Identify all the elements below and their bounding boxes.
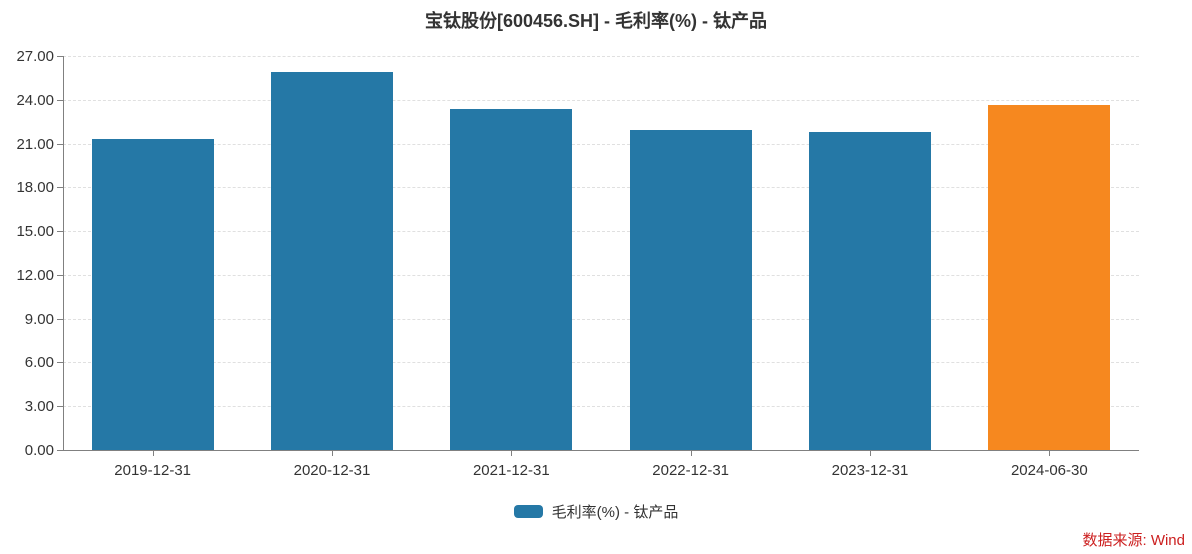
x-axis-label: 2022-12-31 [652, 462, 730, 479]
data-source-note: 数据来源: Wind [1082, 532, 1185, 549]
gridline [63, 99, 1139, 101]
gridline [63, 318, 1139, 320]
y-axis-label: 18.00 [16, 179, 54, 197]
y-axis-tick [57, 318, 63, 320]
x-axis-tick [511, 450, 513, 456]
x-axis-label: 2019-12-31 [114, 462, 192, 479]
y-axis-label: 15.00 [16, 223, 54, 241]
x-axis-label: 2020-12-31 [293, 462, 371, 479]
x-axis-tick [870, 450, 871, 456]
gridline [63, 56, 1139, 57]
y-axis-tick [57, 231, 63, 233]
x-axis-tick [152, 450, 154, 456]
bar-2024-06-30 [988, 104, 1111, 450]
y-axis-label: 24.00 [16, 91, 54, 109]
gridline [63, 187, 1139, 189]
y-axis-label: 21.00 [16, 135, 54, 153]
y-axis-label: 27.00 [16, 48, 54, 65]
bar-2023-12-31 [809, 131, 931, 450]
y-axis-label: 9.00 [24, 310, 54, 328]
x-axis-tick [1049, 450, 1051, 456]
x-axis-label: 2024-06-30 [1010, 462, 1088, 479]
bar-2021-12-31 [450, 108, 573, 450]
legend-label: 毛利率(%) - 钛产品 [551, 504, 679, 521]
gridline [63, 143, 1139, 145]
chart-title: 宝钛股份[600456.SH] - 毛利率(%) - 钛产品 [424, 11, 768, 31]
x-axis-tick [690, 450, 692, 456]
y-axis-label: 0.00 [24, 442, 54, 459]
bar-2019-12-31 [91, 139, 214, 450]
y-axis-tick [57, 56, 63, 57]
y-axis-label: 6.00 [24, 354, 54, 372]
legend: 毛利率(%) - 钛产品 [0, 501, 1192, 522]
gridline [63, 274, 1139, 276]
x-axis-line [57, 450, 1139, 451]
x-axis-label: 2023-12-31 [831, 462, 909, 479]
y-axis-label: 3.00 [24, 398, 54, 416]
gridline [63, 231, 1139, 233]
y-axis-tick [57, 406, 63, 408]
y-axis-tick [57, 187, 63, 189]
gridline [63, 406, 1139, 408]
x-axis-label: 2021-12-31 [472, 462, 550, 479]
y-axis-tick [57, 143, 63, 145]
y-axis-tick [57, 362, 63, 364]
y-axis-tick [57, 274, 63, 276]
legend-swatch [513, 505, 543, 518]
y-axis-tick [57, 99, 63, 101]
gridline [63, 362, 1139, 364]
y-axis-line [63, 56, 64, 450]
x-axis-tick [332, 450, 333, 456]
y-axis-label: 12.00 [16, 266, 54, 284]
bar-2020-12-31 [271, 72, 393, 450]
bar-2022-12-31 [629, 130, 752, 450]
